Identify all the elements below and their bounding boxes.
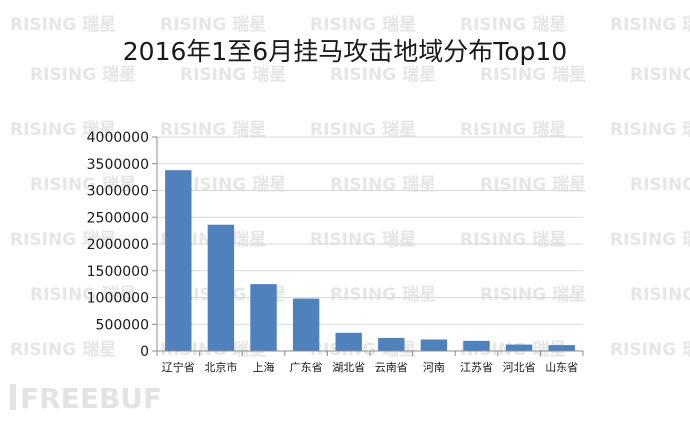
watermark-text: RISING 瑞星	[630, 175, 690, 195]
y-tick-label: 1500000	[87, 264, 149, 280]
watermark-text: RISING 瑞星	[460, 15, 566, 35]
x-tick-labels: 辽宁省 北京市 上海 广东省 湖北省 云南省 河南 江苏省 河北省 山东省	[162, 360, 578, 374]
y-tick-label: 3000000	[87, 184, 149, 200]
watermark-text: RISING 瑞星	[30, 285, 136, 305]
bars	[165, 170, 575, 351]
watermark-text: RISING 瑞星	[630, 285, 690, 305]
watermark-text: RISING 瑞星	[310, 15, 416, 35]
bar-8	[463, 340, 490, 351]
y-tick-label: 3500000	[87, 157, 149, 173]
y-tick-label: 2500000	[87, 210, 149, 226]
bar-7	[420, 339, 448, 351]
y-tick-label: 4000000	[87, 130, 149, 146]
watermark-text: RISING 瑞星	[10, 230, 116, 250]
watermark-text: RISING 瑞星	[30, 175, 136, 195]
watermark-text: RISING 瑞星	[480, 65, 586, 85]
freebuf-logo: FREEBUF	[10, 382, 162, 415]
watermark-text: RISING 瑞星	[330, 65, 436, 85]
bar-2	[207, 224, 235, 351]
chart-title: 2016年1至6月挂马攻击地域分布Top10	[123, 37, 567, 66]
watermark-text: RISING 瑞星	[610, 340, 690, 360]
watermark-text: RISING 瑞星	[630, 65, 690, 85]
watermark-text: RISING 瑞星	[330, 175, 436, 195]
watermark-text: RISING 瑞星	[160, 15, 266, 35]
watermark-text: RISING 瑞星	[480, 285, 586, 305]
watermark-text: RISING 瑞星	[310, 230, 416, 250]
watermark-text: RISING 瑞星	[10, 15, 116, 35]
x-tick-label: 辽宁省	[162, 360, 195, 374]
watermark-text: RISING 瑞星	[610, 120, 690, 140]
x-tick-label: 河北省	[503, 361, 536, 374]
y-tick-label: 500000	[96, 317, 149, 333]
watermark-text: RISING 瑞星	[30, 65, 136, 85]
bar-9	[505, 344, 533, 351]
y-tick-labels: 0 500000 1000000 1500000 2000000 2500000 30000…	[87, 130, 149, 360]
bar-5	[335, 332, 362, 351]
bar-6	[378, 337, 405, 351]
watermark-layer: RISING 瑞星 RISING 瑞星 RISING 瑞星 RISING 瑞星 RISI…	[10, 15, 690, 360]
watermark-text: RISING 瑞星	[160, 120, 266, 140]
axes	[156, 137, 584, 356]
watermark-text: RISING 瑞星	[480, 175, 586, 195]
y-tick-label: 0	[140, 344, 149, 360]
watermark-text: RISING 瑞星	[610, 15, 690, 35]
x-tick-label: 云南省	[375, 361, 408, 374]
x-tick-label: 湖北省	[332, 361, 365, 374]
x-tick-label: 河南	[423, 361, 445, 374]
x-tick-label: 北京市	[204, 360, 237, 374]
y-tick-label: 2000000	[87, 237, 149, 253]
y-tick-label: 1000000	[87, 291, 149, 307]
bar-3	[250, 284, 277, 351]
watermark-text: RISING 瑞星	[330, 285, 436, 305]
bar-4	[292, 298, 320, 351]
x-tick-label: 上海	[253, 360, 275, 374]
watermark-text: RISING 瑞星	[10, 120, 116, 140]
watermark-text: RISING 瑞星	[180, 175, 286, 195]
logo-text: FREEBUF	[20, 382, 162, 415]
watermark-text: RISING 瑞星	[10, 340, 116, 360]
watermark-text: RISING 瑞星	[460, 120, 566, 140]
logo-bar-mark	[10, 384, 16, 410]
x-tick-label: 广东省	[290, 361, 323, 374]
watermark-text: RISING 瑞星	[310, 120, 416, 140]
watermark-text: RISING 瑞星	[610, 230, 690, 250]
bar-10	[548, 345, 575, 351]
bar-1	[165, 170, 192, 351]
watermark-text: RISING 瑞星	[460, 230, 566, 250]
watermark-text: RISING 瑞星	[180, 65, 286, 85]
x-tick-label: 江苏省	[460, 361, 493, 374]
x-tick-label: 山东省	[545, 361, 578, 374]
